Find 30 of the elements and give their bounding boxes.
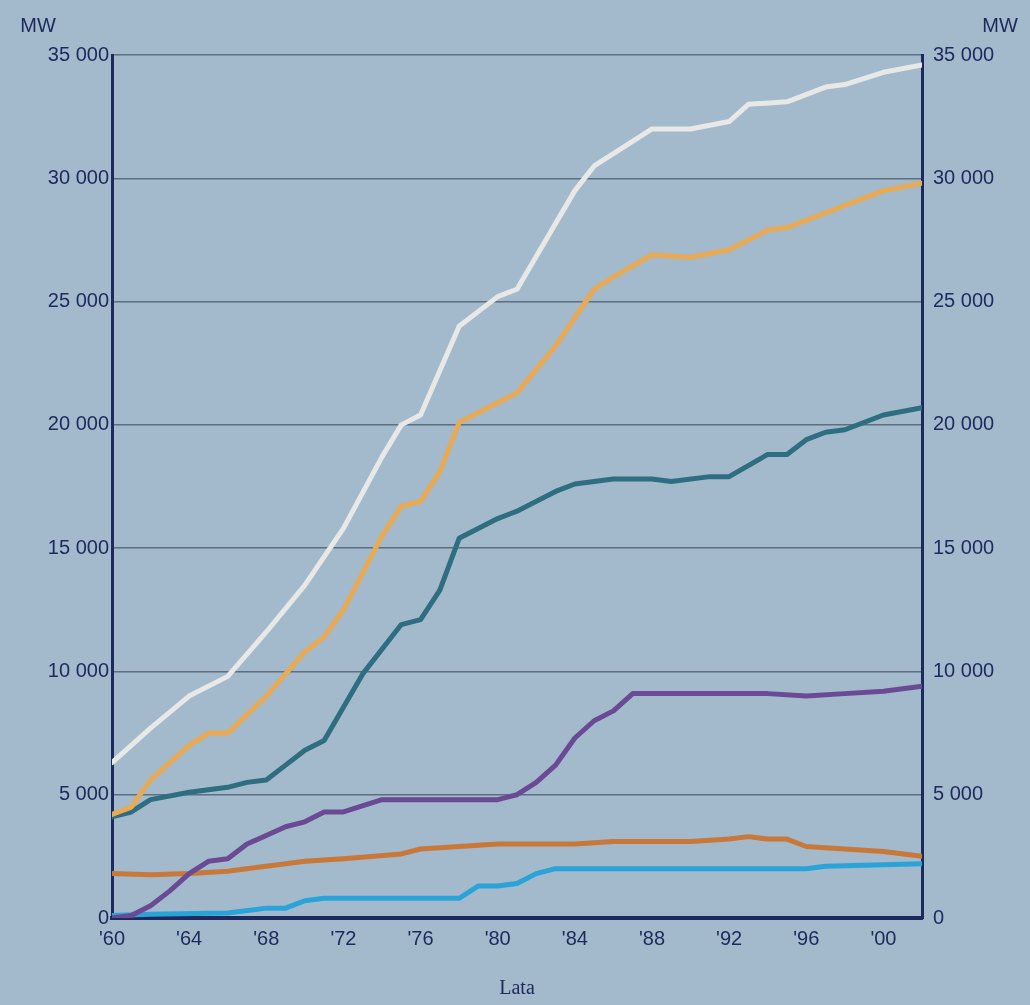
x-tick-label: '76 (407, 926, 434, 949)
y2-tick-label: 30 000 (933, 165, 995, 188)
y2-tick-label: 35 000 (933, 42, 995, 65)
y-tick-label: 15 000 (47, 535, 109, 558)
y2-tick-label: 5 000 (933, 782, 984, 805)
x-tick-label: '92 (716, 926, 743, 949)
x-tick-label: '00 (870, 926, 897, 949)
y2-tick-label: 10 000 (933, 658, 995, 681)
x-tick-label: '96 (793, 926, 820, 949)
y2-tick-label: 15 000 (933, 535, 995, 558)
x-axis-title: Lata (499, 976, 535, 999)
y-tick-label: 0 (97, 905, 109, 928)
y-tick-label: 5 000 (58, 782, 109, 805)
x-tick-label: '84 (561, 926, 588, 949)
y-tick-label: 30 000 (47, 165, 109, 188)
y-tick-label: 10 000 (47, 658, 109, 681)
x-tick-label: '68 (253, 926, 280, 949)
x-tick-label: '64 (176, 926, 203, 949)
y-tick-label: 25 000 (47, 289, 109, 312)
y2-axis-title: MW (982, 13, 1018, 36)
y-tick-label: 35 000 (47, 42, 109, 65)
y-tick-label: 20 000 (47, 412, 109, 435)
y2-tick-label: 0 (933, 905, 945, 928)
x-tick-label: '80 (484, 926, 511, 949)
y2-tick-label: 20 000 (933, 412, 995, 435)
x-tick-label: '60 (98, 926, 126, 949)
y2-tick-label: 25 000 (933, 289, 995, 312)
y-axis-title: MW (20, 13, 56, 36)
x-tick-label: '88 (638, 926, 666, 949)
x-tick-label: '72 (330, 926, 357, 949)
